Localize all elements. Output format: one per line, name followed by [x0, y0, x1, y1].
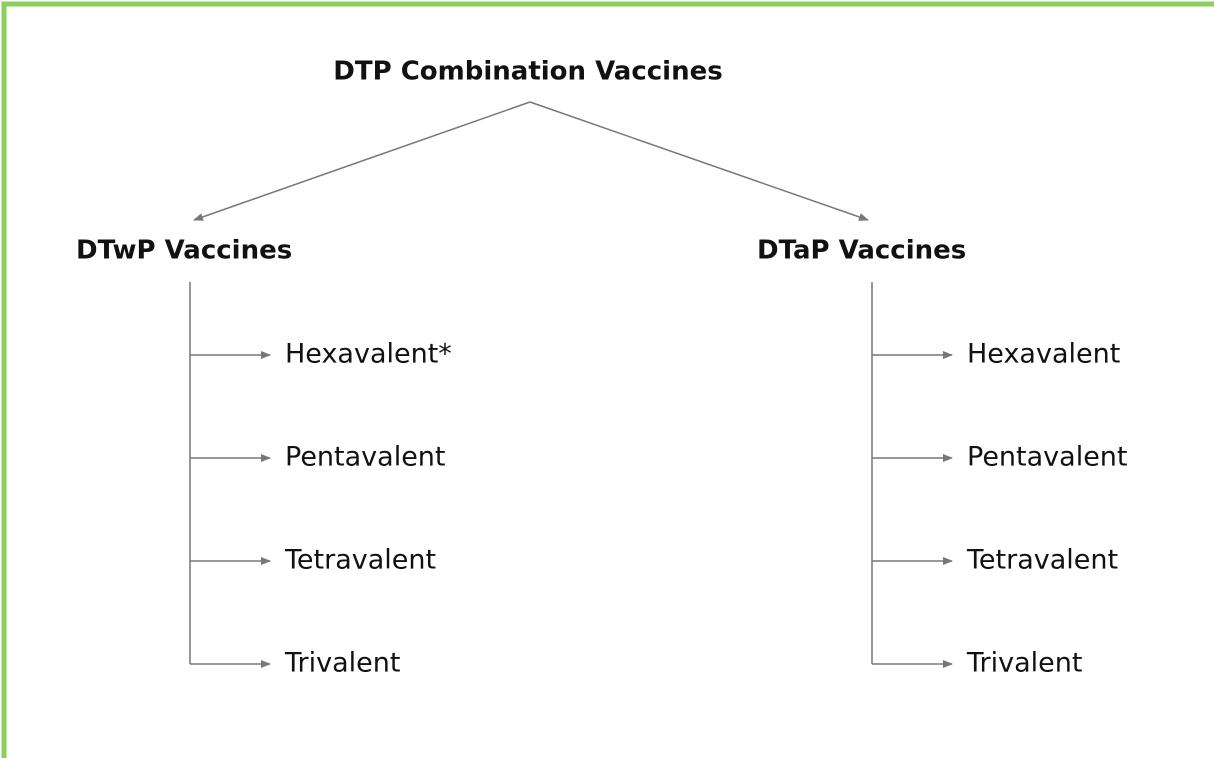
- root-label: DTP Combination Vaccines: [333, 57, 722, 87]
- child-label: Trivalent: [284, 648, 400, 679]
- child-label: Pentavalent: [967, 442, 1128, 473]
- child-label: Hexavalent*: [285, 339, 452, 370]
- child-label: Trivalent: [966, 648, 1082, 679]
- arrow: [193, 101, 531, 221]
- child-label: Hexavalent: [967, 339, 1120, 370]
- branches: DTwP Vaccines Hexavalent* Pentavalent Tetra…: [76, 236, 1128, 679]
- child-label: Pentavalent: [285, 442, 446, 473]
- branch-label: DTaP Vaccines: [757, 236, 966, 266]
- child-label: Tetravalent: [284, 545, 436, 576]
- branch-label: DTwP Vaccines: [76, 236, 292, 266]
- child-label: Tetravalent: [966, 545, 1118, 576]
- arrow: [529, 101, 869, 221]
